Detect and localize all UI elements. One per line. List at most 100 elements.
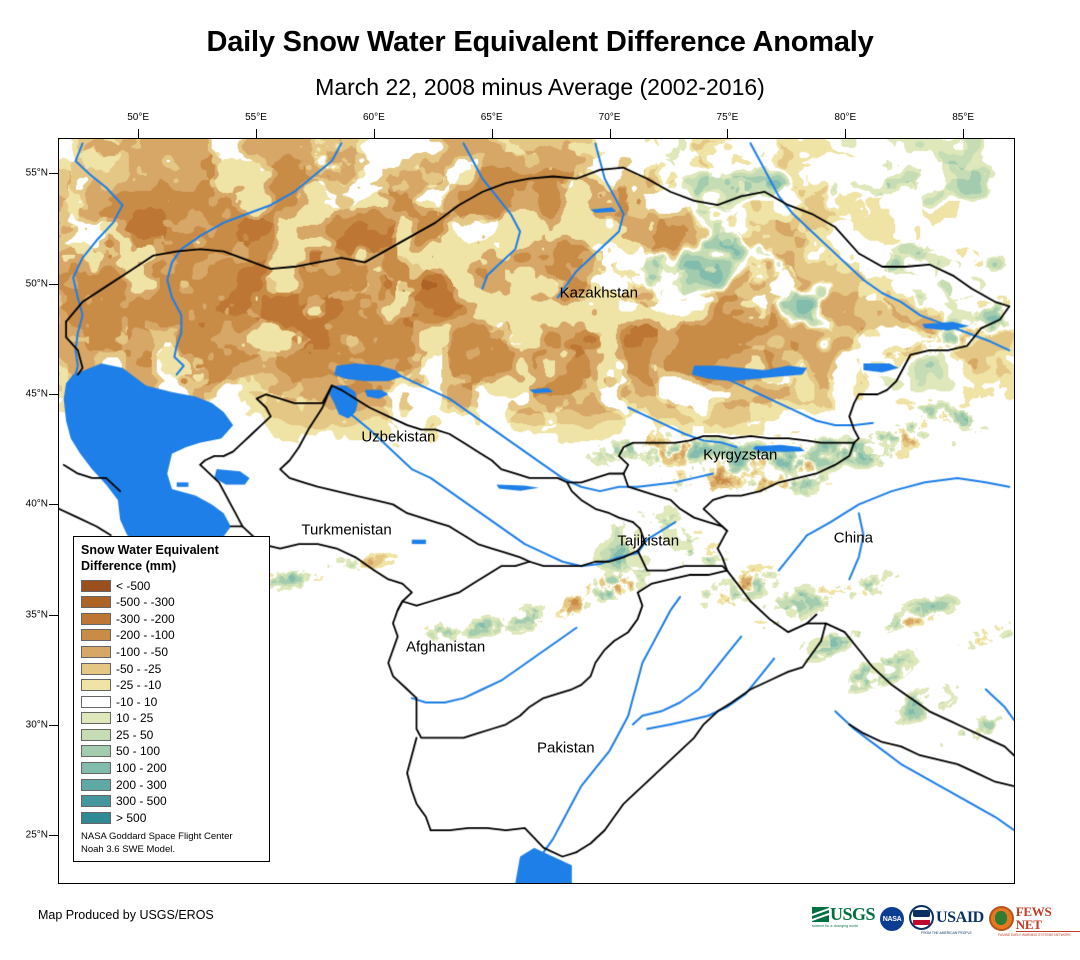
usaid-logo: USAID FROM THE AMERICAN PEOPLE (909, 905, 984, 935)
longitude-tick (845, 129, 847, 138)
legend-color-swatch (81, 612, 111, 625)
latitude-tick (49, 725, 58, 727)
usgs-wave-icon (812, 906, 829, 922)
longitude-tick (609, 129, 611, 138)
legend-row: 10 - 25 (81, 710, 262, 727)
nasa-wordmark: NASA (882, 915, 902, 923)
legend-row: -300 - -200 (81, 610, 262, 627)
latitude-tick (49, 614, 58, 616)
usgs-tagline: science for a changing world (812, 924, 858, 928)
legend-title-line1: Snow Water Equivalent (81, 543, 219, 557)
legend-row: 50 - 100 (81, 743, 262, 760)
legend-panel: Snow Water Equivalent Difference (mm) < … (73, 536, 270, 862)
legend-color-swatch (81, 745, 111, 758)
legend-color-swatch (81, 629, 111, 642)
legend-range-label: 100 - 200 (116, 761, 167, 776)
legend-row: -50 - -25 (81, 660, 262, 677)
legend-title-line2: Difference (mm) (81, 558, 177, 573)
page-title: Daily Snow Water Equivalent Difference A… (206, 26, 874, 58)
nasa-logo: NASA (880, 905, 905, 933)
legend-color-swatch (81, 596, 111, 609)
footer-credit: Map Produced by USGS/EROS (38, 908, 214, 922)
latitude-tick (49, 394, 58, 396)
longitude-tick (491, 129, 493, 138)
legend-range-label: < -500 (116, 578, 151, 593)
legend-range-label: -50 - -25 (116, 661, 162, 676)
legend-range-label: -300 - -200 (116, 611, 175, 626)
agency-logo-strip: USGS science for a changing world NASA U… (812, 903, 1080, 937)
latitude-label: 50°N (25, 278, 48, 290)
legend-row: 300 - 500 (81, 793, 262, 810)
latitude-label: 45°N (25, 388, 48, 400)
latitude-tick (49, 504, 58, 506)
legend-range-label: -10 - 10 (116, 694, 158, 709)
legend-color-swatch (81, 662, 111, 675)
legend-credit-line1: NASA Goddard Space Flight Center (81, 831, 233, 843)
legend-color-swatch (81, 778, 111, 791)
legend-range-label: -200 - -100 (116, 628, 175, 643)
latitude-label: 40°N (25, 498, 48, 510)
longitude-tick (727, 129, 729, 138)
usaid-seal-icon (909, 905, 935, 930)
fews-tagline: FAMINE EARLY WARNING SYSTEMS NETWORK (998, 933, 1071, 937)
legend-range-label: -25 - -10 (116, 678, 162, 693)
legend-color-swatch (81, 811, 111, 824)
legend-range-label: 50 - 100 (116, 744, 161, 759)
legend-row: -100 - -50 (81, 644, 262, 661)
fews-wordmark: FEWS NET (1015, 905, 1080, 932)
legend-color-swatch (81, 712, 111, 725)
page-subtitle: March 22, 2008 minus Average (2002-2016) (315, 74, 765, 100)
longitude-label: 75°E (716, 112, 739, 123)
legend-row: -10 - 10 (81, 693, 262, 710)
legend-color-swatch (81, 728, 111, 741)
map-panel[interactable]: Kazakhstan Uzbekistan Turkmenistan Kyrgyzst… (58, 138, 1015, 884)
legend-entries: < -500 -500 - -300 -300 - -200 -200 - -100-… (81, 577, 262, 826)
latitude-label: 35°N (25, 609, 48, 621)
usgs-logo: USGS science for a changing world (812, 904, 876, 933)
latitude-label: 55°N (25, 167, 48, 179)
longitude-label: 55°E (245, 112, 267, 123)
longitude-tick (373, 129, 375, 138)
longitude-label: 80°E (834, 112, 857, 123)
usaid-wordmark: USAID (936, 908, 984, 926)
longitude-label: 85°E (952, 112, 975, 123)
legend-color-swatch (81, 679, 111, 692)
nasa-meatball-icon: NASA (880, 907, 905, 931)
legend-color-swatch (81, 762, 111, 775)
legend-row: > 500 (81, 810, 262, 827)
latitude-label: 30°N (25, 719, 48, 731)
longitude-tick (963, 129, 965, 138)
legend-color-swatch (81, 579, 111, 592)
legend-row: 25 - 50 (81, 727, 262, 744)
longitude-label: 50°E (127, 112, 150, 123)
longitude-tick (256, 129, 257, 138)
legend-range-label: -100 - -50 (116, 644, 169, 659)
legend-range-label: 200 - 300 (116, 777, 167, 792)
fews-net-logo: FEWS NET FAMINE EARLY WARNING SYSTEMS NE… (988, 905, 1080, 937)
longitude-label: 65°E (480, 112, 503, 123)
legend-credit-line2: Noah 3.6 SWE Model. (81, 843, 175, 855)
legend-range-label: 25 - 50 (116, 727, 154, 742)
legend-range-label: 10 - 25 (116, 711, 154, 726)
legend-row: -200 - -100 (81, 627, 262, 644)
legend-color-swatch (81, 645, 111, 658)
longitude-tick (138, 129, 140, 138)
latitude-tick (49, 835, 58, 837)
legend-color-swatch (81, 795, 111, 808)
legend-row: < -500 (81, 577, 262, 594)
legend-range-label: 300 - 500 (116, 794, 167, 809)
legend-title: Snow Water Equivalent Difference (mm) (81, 543, 262, 574)
longitude-label: 60°E (362, 112, 385, 123)
legend-row: 200 - 300 (81, 776, 262, 793)
latitude-tick (49, 283, 58, 285)
fews-globe-icon (988, 906, 1014, 931)
legend-row: 100 - 200 (81, 760, 262, 777)
legend-row: -25 - -10 (81, 677, 262, 694)
legend-color-swatch (81, 695, 111, 708)
usgs-wordmark: USGS (830, 904, 876, 924)
legend-range-label: -500 - -300 (116, 595, 175, 610)
latitude-tick (49, 173, 58, 175)
latitude-label: 25°N (25, 829, 48, 841)
legend-row: -500 - -300 (81, 594, 262, 611)
legend-range-label: > 500 (116, 810, 147, 825)
